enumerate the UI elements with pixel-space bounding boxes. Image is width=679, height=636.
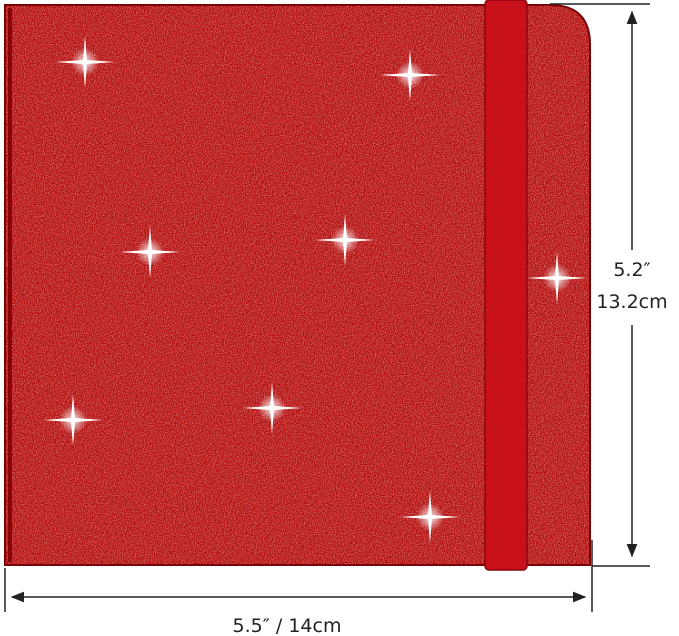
height-inches: 5.2″ bbox=[613, 259, 650, 281]
height-cm: 13.2cm bbox=[596, 291, 667, 313]
dimension-lines bbox=[4, 3, 650, 612]
book-cover bbox=[5, 5, 590, 565]
elastic-band bbox=[485, 0, 527, 570]
book bbox=[4, 0, 591, 571]
width-label: 5.5″ / 14cm bbox=[233, 615, 342, 636]
